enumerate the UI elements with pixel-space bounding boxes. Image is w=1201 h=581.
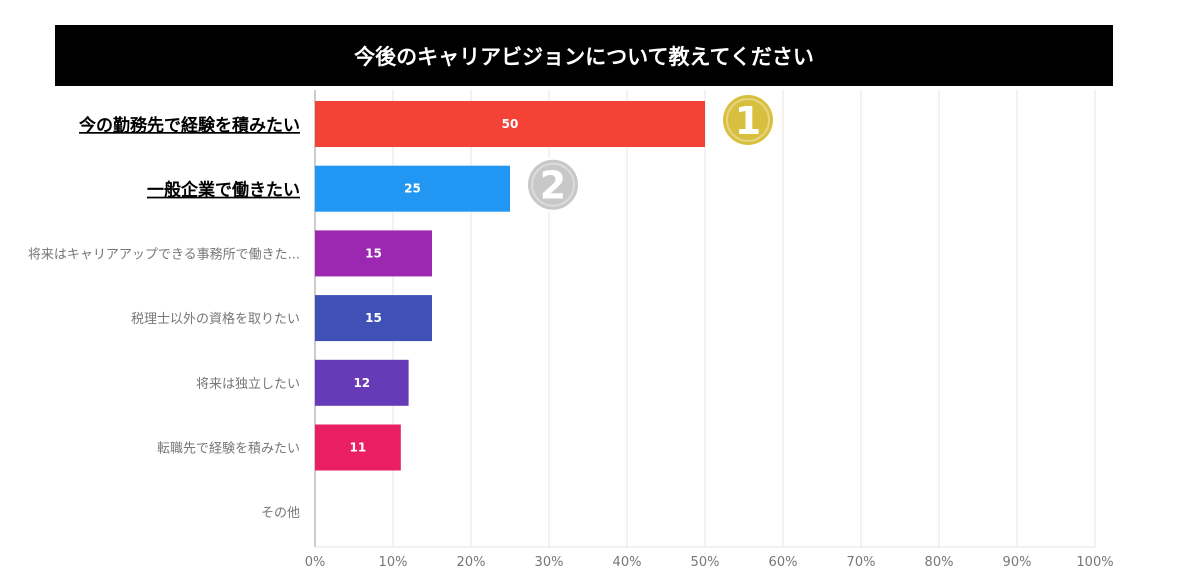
x-tick-label: 0% — [305, 555, 326, 570]
category-label: その他 — [261, 506, 300, 521]
x-tick-label: 20% — [457, 555, 486, 570]
x-tick-label: 80% — [925, 555, 954, 570]
x-tick-label: 10% — [379, 555, 408, 570]
category-label: 今の勤務先で経験を積みたい — [79, 115, 300, 136]
bar — [315, 101, 705, 147]
bar — [315, 424, 401, 471]
rank-badge-ring — [531, 162, 575, 207]
x-tick-label: 60% — [769, 555, 798, 570]
bar-value-label: 25 — [404, 182, 421, 196]
category-label: 将来は独立したい — [196, 377, 300, 392]
x-tick-label: 40% — [613, 555, 642, 570]
rank-badge-number: 1 — [735, 99, 761, 143]
category-label: 一般企業で働きたい — [147, 180, 300, 201]
bar-value-label: 15 — [365, 311, 382, 325]
rank-1-badge-icon — [721, 93, 775, 147]
category-label: 将来はキャリアアップできる事務所で働きた... — [28, 247, 300, 262]
bar-value-label: 11 — [350, 441, 367, 455]
rank-badge-number: 2 — [540, 164, 566, 208]
category-label: 税理士以外の資格を取りたい — [131, 311, 300, 327]
bar — [315, 230, 432, 277]
rank-2-badge-icon — [526, 157, 580, 212]
x-tick-label: 100% — [1076, 555, 1113, 570]
rank-badge-ring — [726, 98, 770, 142]
bar — [315, 359, 409, 406]
bar-value-label: 12 — [353, 376, 370, 390]
x-tick-label: 90% — [1003, 555, 1032, 570]
chart-title: 今後のキャリアビジョンについて教えてください — [55, 25, 1113, 86]
x-tick-label: 50% — [691, 555, 720, 570]
bar — [315, 165, 510, 212]
x-tick-label: 70% — [847, 555, 876, 570]
category-label: 転職先で経験を積みたい — [157, 442, 300, 457]
bar-value-label: 15 — [365, 246, 382, 260]
bar — [315, 295, 432, 342]
x-tick-label: 30% — [535, 555, 564, 570]
bar-value-label: 50 — [502, 117, 519, 131]
